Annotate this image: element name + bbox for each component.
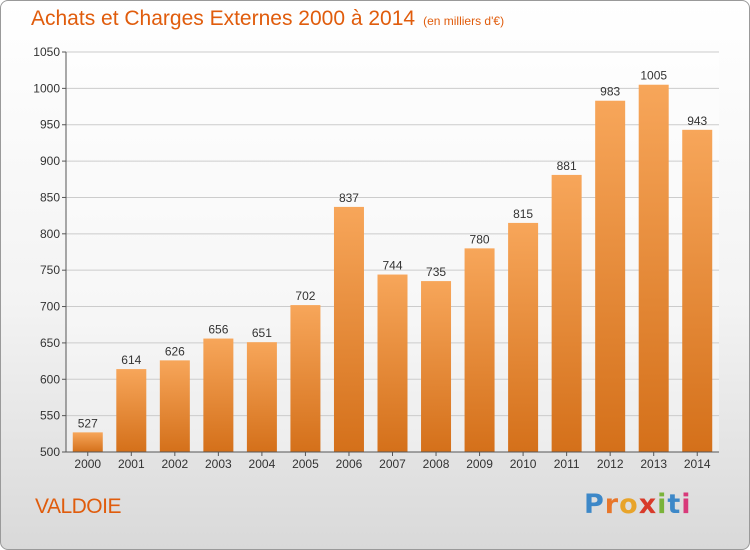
y-tick-label: 550: [40, 409, 60, 423]
logo-letter: i: [657, 489, 668, 520]
logo-letter: r: [604, 489, 620, 520]
logo-letter: x: [638, 489, 658, 520]
x-tick-label: 2006: [336, 457, 363, 471]
bar: [377, 274, 408, 452]
x-tick-label: 2003: [205, 457, 232, 471]
bar: [290, 305, 321, 452]
bar-value-label: 780: [470, 232, 490, 246]
x-tick-label: 2014: [684, 457, 711, 471]
x-tick-label: 2000: [74, 457, 101, 471]
bar: [638, 84, 669, 453]
bar-value-label: 983: [600, 85, 620, 99]
x-tick-label: 2011: [554, 457, 580, 471]
x-tick-label: 2005: [292, 457, 319, 471]
x-tick-label: 2002: [161, 457, 188, 471]
bar-value-label: 943: [687, 114, 707, 128]
x-tick-label: 2010: [510, 457, 537, 471]
bar: [246, 342, 277, 452]
bar-value-label: 837: [339, 191, 359, 205]
bar: [551, 174, 582, 452]
bar-value-label: 527: [78, 416, 98, 430]
bar: [464, 248, 495, 452]
y-tick-label: 700: [40, 300, 60, 314]
y-tick-label: 650: [40, 336, 60, 350]
y-tick-label: 850: [40, 190, 60, 204]
y-tick-label: 1000: [33, 81, 60, 95]
bar-value-label: 1005: [640, 69, 667, 83]
y-tick-label: 1050: [33, 45, 60, 59]
proxiti-logo: Proxiti: [584, 489, 692, 520]
bar: [682, 129, 713, 452]
bar-value-label: 614: [121, 353, 141, 367]
y-tick-label: 900: [40, 154, 60, 168]
bar-value-label: 744: [382, 259, 402, 273]
y-tick-label: 800: [40, 227, 60, 241]
bars: 527 614 626 656 651 702 837 744 735 780 815 881 983 1…: [72, 69, 713, 453]
logo-letter: P: [584, 489, 605, 520]
bar-value-label: 881: [557, 159, 577, 173]
y-tick-label: 750: [40, 263, 60, 277]
bar: [333, 206, 364, 452]
bar-value-label: 651: [252, 326, 272, 340]
x-tick-label: 2012: [597, 457, 624, 471]
x-tick-label: 2007: [379, 457, 406, 471]
bar-value-label: 656: [208, 323, 228, 337]
y-tick-label: 950: [40, 118, 60, 132]
y-tick-label: 600: [40, 372, 60, 386]
bar-value-label: 626: [165, 344, 185, 358]
logo-letter: t: [667, 489, 682, 520]
x-tick-label: 2001: [118, 457, 145, 471]
chart-subtitle: (en milliers d'€): [423, 14, 505, 28]
bar-value-label: 702: [295, 289, 315, 303]
y-tick-label: 500: [40, 445, 60, 459]
bar-value-label: 735: [426, 265, 446, 279]
bar: [421, 281, 452, 452]
x-tick-label: 2013: [640, 457, 667, 471]
bar: [159, 360, 190, 452]
bar-value-label: 815: [513, 207, 533, 221]
bar: [116, 369, 147, 452]
bar: [508, 222, 539, 452]
axes: 500 550 600 650 700 750 800 850 900 950 1000 1050 20…: [33, 45, 719, 471]
bar: [595, 100, 626, 453]
logo-letter: i: [681, 489, 692, 520]
bar: [72, 432, 103, 452]
x-tick-label: 2004: [249, 457, 276, 471]
x-tick-label: 2009: [466, 457, 493, 471]
location-label: VALDOIE: [35, 495, 121, 518]
bar: [203, 338, 234, 452]
chart-title: Achats et Charges Externes 2000 à 2014 (e…: [31, 7, 504, 31]
logo-letter: o: [619, 489, 639, 520]
x-tick-label: 2008: [423, 457, 450, 471]
chart-title-text: Achats et Charges Externes 2000 à 2014: [31, 7, 416, 30]
